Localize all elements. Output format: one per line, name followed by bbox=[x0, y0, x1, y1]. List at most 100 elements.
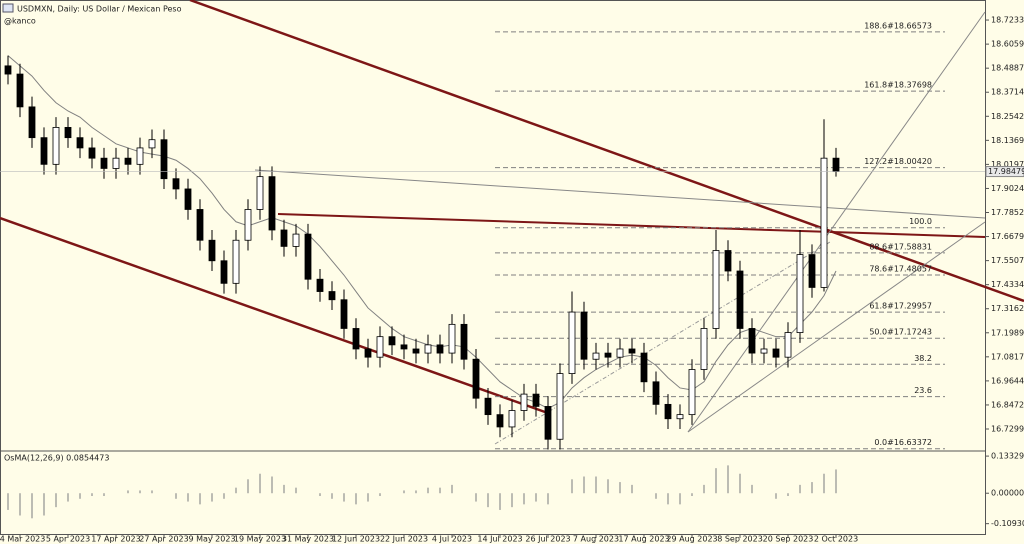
x-tick-label: 27 Apr 2023 bbox=[139, 535, 188, 544]
fib-label: 50.0#17.17243 bbox=[869, 328, 932, 337]
candle-body bbox=[712, 250, 720, 329]
x-tick-label: 20 Sep 2023 bbox=[763, 535, 814, 544]
y-tick-label: 16.84720 bbox=[991, 400, 1024, 409]
trend-line bbox=[0, 216, 546, 414]
y-tick-label: 17.78520 bbox=[991, 208, 1024, 217]
fib-label: 88.6#17.58831 bbox=[869, 242, 932, 251]
candle-body bbox=[424, 344, 432, 354]
candle-body bbox=[280, 229, 288, 247]
candle-body bbox=[676, 414, 684, 420]
candle-body bbox=[796, 254, 804, 333]
x-tick-label: 17 Aug 2023 bbox=[618, 535, 669, 544]
frame bbox=[0, 0, 986, 535]
candle-body bbox=[460, 323, 468, 360]
y-tick-label: 17.08170 bbox=[991, 352, 1024, 361]
candle-body bbox=[388, 336, 396, 346]
candle-body bbox=[640, 352, 648, 383]
x-tick-label: 31 May 2023 bbox=[282, 535, 334, 544]
chart-title: USDMXN, Daily: US Dollar / Mexican Peso bbox=[17, 5, 182, 14]
candle-body bbox=[700, 328, 708, 370]
trend-line bbox=[254, 169, 986, 219]
candle-body bbox=[352, 328, 360, 350]
candle-body bbox=[508, 410, 516, 428]
candle-body bbox=[112, 157, 120, 169]
fib-label: 100.0 bbox=[909, 217, 932, 226]
x-tick-label: 7 Aug 2023 bbox=[573, 535, 619, 544]
y-tick-label: 18.01970 bbox=[991, 160, 1024, 169]
x-tick-label: 12 Jun 2023 bbox=[332, 535, 380, 544]
candle-body bbox=[52, 127, 60, 165]
candle-body bbox=[196, 209, 204, 241]
candle-body bbox=[628, 348, 636, 354]
last-price-label: 17.98479 bbox=[988, 167, 1024, 176]
candle-body bbox=[400, 344, 408, 350]
fib-label: 61.8#17.29957 bbox=[869, 302, 932, 311]
candle-body bbox=[760, 348, 768, 354]
y-tick-label: 18.37145 bbox=[991, 88, 1024, 97]
candle-body bbox=[268, 176, 276, 231]
candle-body bbox=[232, 239, 240, 284]
candle-body bbox=[616, 348, 624, 358]
candle-body bbox=[688, 369, 696, 416]
header: USDMXN, Daily: US Dollar / Mexican Peso … bbox=[2, 3, 182, 463]
candle-body bbox=[76, 137, 84, 149]
candle-body bbox=[544, 406, 552, 440]
candle-body bbox=[448, 323, 456, 354]
y-tick-label: 17.43345 bbox=[991, 280, 1024, 289]
candle-body bbox=[808, 254, 816, 288]
candle-body bbox=[136, 147, 144, 165]
candle-body bbox=[496, 414, 504, 428]
indicator-title: OsMA(12,26,9) 0.0854473 bbox=[4, 454, 109, 463]
y-tick-label: 17.66795 bbox=[991, 232, 1024, 241]
candle-body bbox=[160, 139, 168, 180]
candle-body bbox=[292, 233, 300, 247]
moving-average bbox=[7, 55, 837, 410]
candle-body bbox=[820, 157, 828, 288]
candle-body bbox=[220, 260, 228, 284]
candle-body bbox=[364, 348, 372, 358]
y-tick-label: 0.1332975 bbox=[991, 452, 1024, 461]
fib-label: 0.0#16.63372 bbox=[874, 438, 932, 447]
y-tick-label: 17.55070 bbox=[991, 256, 1024, 265]
y-tick-label: -0.1093031 bbox=[991, 519, 1024, 528]
candle-body bbox=[592, 352, 600, 360]
y-tick-label: 18.25420 bbox=[991, 112, 1024, 121]
candle-body bbox=[664, 403, 672, 420]
candle-body bbox=[604, 352, 612, 358]
fib-label: 161.8#18.37698 bbox=[864, 81, 932, 90]
trend-line bbox=[687, 11, 986, 433]
last-price-box bbox=[985, 166, 1024, 178]
x-tick-label: 22 Jun 2023 bbox=[380, 535, 428, 544]
candle-body bbox=[256, 176, 264, 210]
candle-body bbox=[100, 157, 108, 169]
candle-body bbox=[484, 397, 492, 416]
x-tick-label: 24 Mar 2023 bbox=[0, 535, 45, 544]
y-tick-label: 18.72332 bbox=[991, 16, 1024, 25]
x-tick-label: 17 Apr 2023 bbox=[91, 535, 140, 544]
candle-body bbox=[172, 178, 180, 190]
y-tick-label: 16.96445 bbox=[991, 376, 1024, 385]
y-tick-label: 17.90245 bbox=[991, 184, 1024, 193]
candle-body bbox=[316, 278, 324, 292]
author: @kanco bbox=[4, 17, 36, 26]
candle-body bbox=[88, 147, 96, 159]
y-tick-label: 17.31620 bbox=[991, 304, 1024, 313]
candle-body bbox=[580, 311, 588, 360]
candle-body bbox=[652, 381, 660, 405]
candle-body bbox=[304, 233, 312, 280]
y-tick-label: 18.13695 bbox=[991, 136, 1024, 145]
candle-body bbox=[244, 209, 252, 241]
candle-body bbox=[124, 157, 132, 165]
candle-body bbox=[532, 393, 540, 407]
candle-body bbox=[568, 311, 576, 374]
candle-body bbox=[736, 270, 744, 329]
candle-body bbox=[832, 157, 840, 172]
candle-body bbox=[436, 344, 444, 354]
candle-body bbox=[784, 332, 792, 358]
y-tick-label: 16.72995 bbox=[991, 425, 1024, 434]
candle-body bbox=[328, 291, 336, 301]
candle-body bbox=[412, 348, 420, 354]
candle-body bbox=[472, 358, 480, 399]
fib-label: 188.6#18.66573 bbox=[864, 21, 932, 30]
